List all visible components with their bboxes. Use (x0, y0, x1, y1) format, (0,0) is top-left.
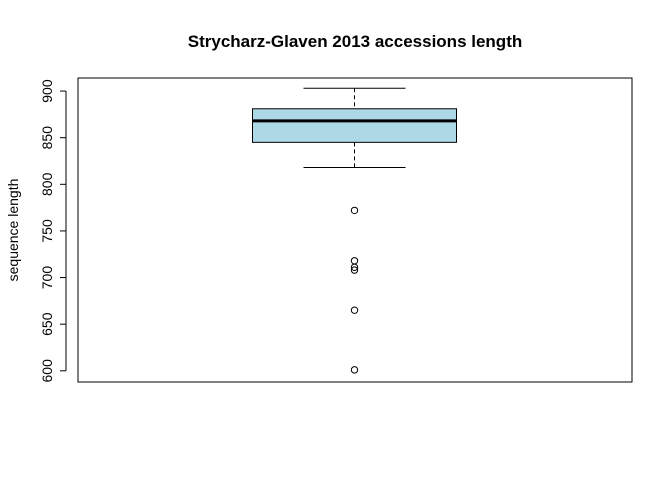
chart-title: Strycharz-Glaven 2013 accessions length (188, 32, 523, 51)
y-tick-label: 750 (39, 219, 55, 243)
plot-frame (77, 77, 633, 383)
outlier-point (350, 257, 359, 265)
y-tick-label: 900 (39, 79, 55, 103)
y-axis-label: sequence length (5, 179, 21, 282)
y-axis: 600 650 700 750 800 850 900 (39, 79, 67, 383)
outlier-point (350, 263, 359, 272)
y-tick-label: 700 (39, 266, 55, 290)
box-series (252, 87, 457, 169)
outlier-point (350, 306, 359, 314)
outlier-point (350, 366, 359, 374)
interquartile-box (252, 108, 457, 143)
outlier-point (350, 206, 359, 215)
y-tick-label: 850 (39, 126, 55, 150)
y-tick-label: 800 (39, 172, 55, 196)
y-tick-label: 600 (39, 359, 55, 383)
y-tick-label: 650 (39, 312, 55, 336)
outlier-point (350, 266, 359, 274)
outlier-points (350, 206, 359, 374)
